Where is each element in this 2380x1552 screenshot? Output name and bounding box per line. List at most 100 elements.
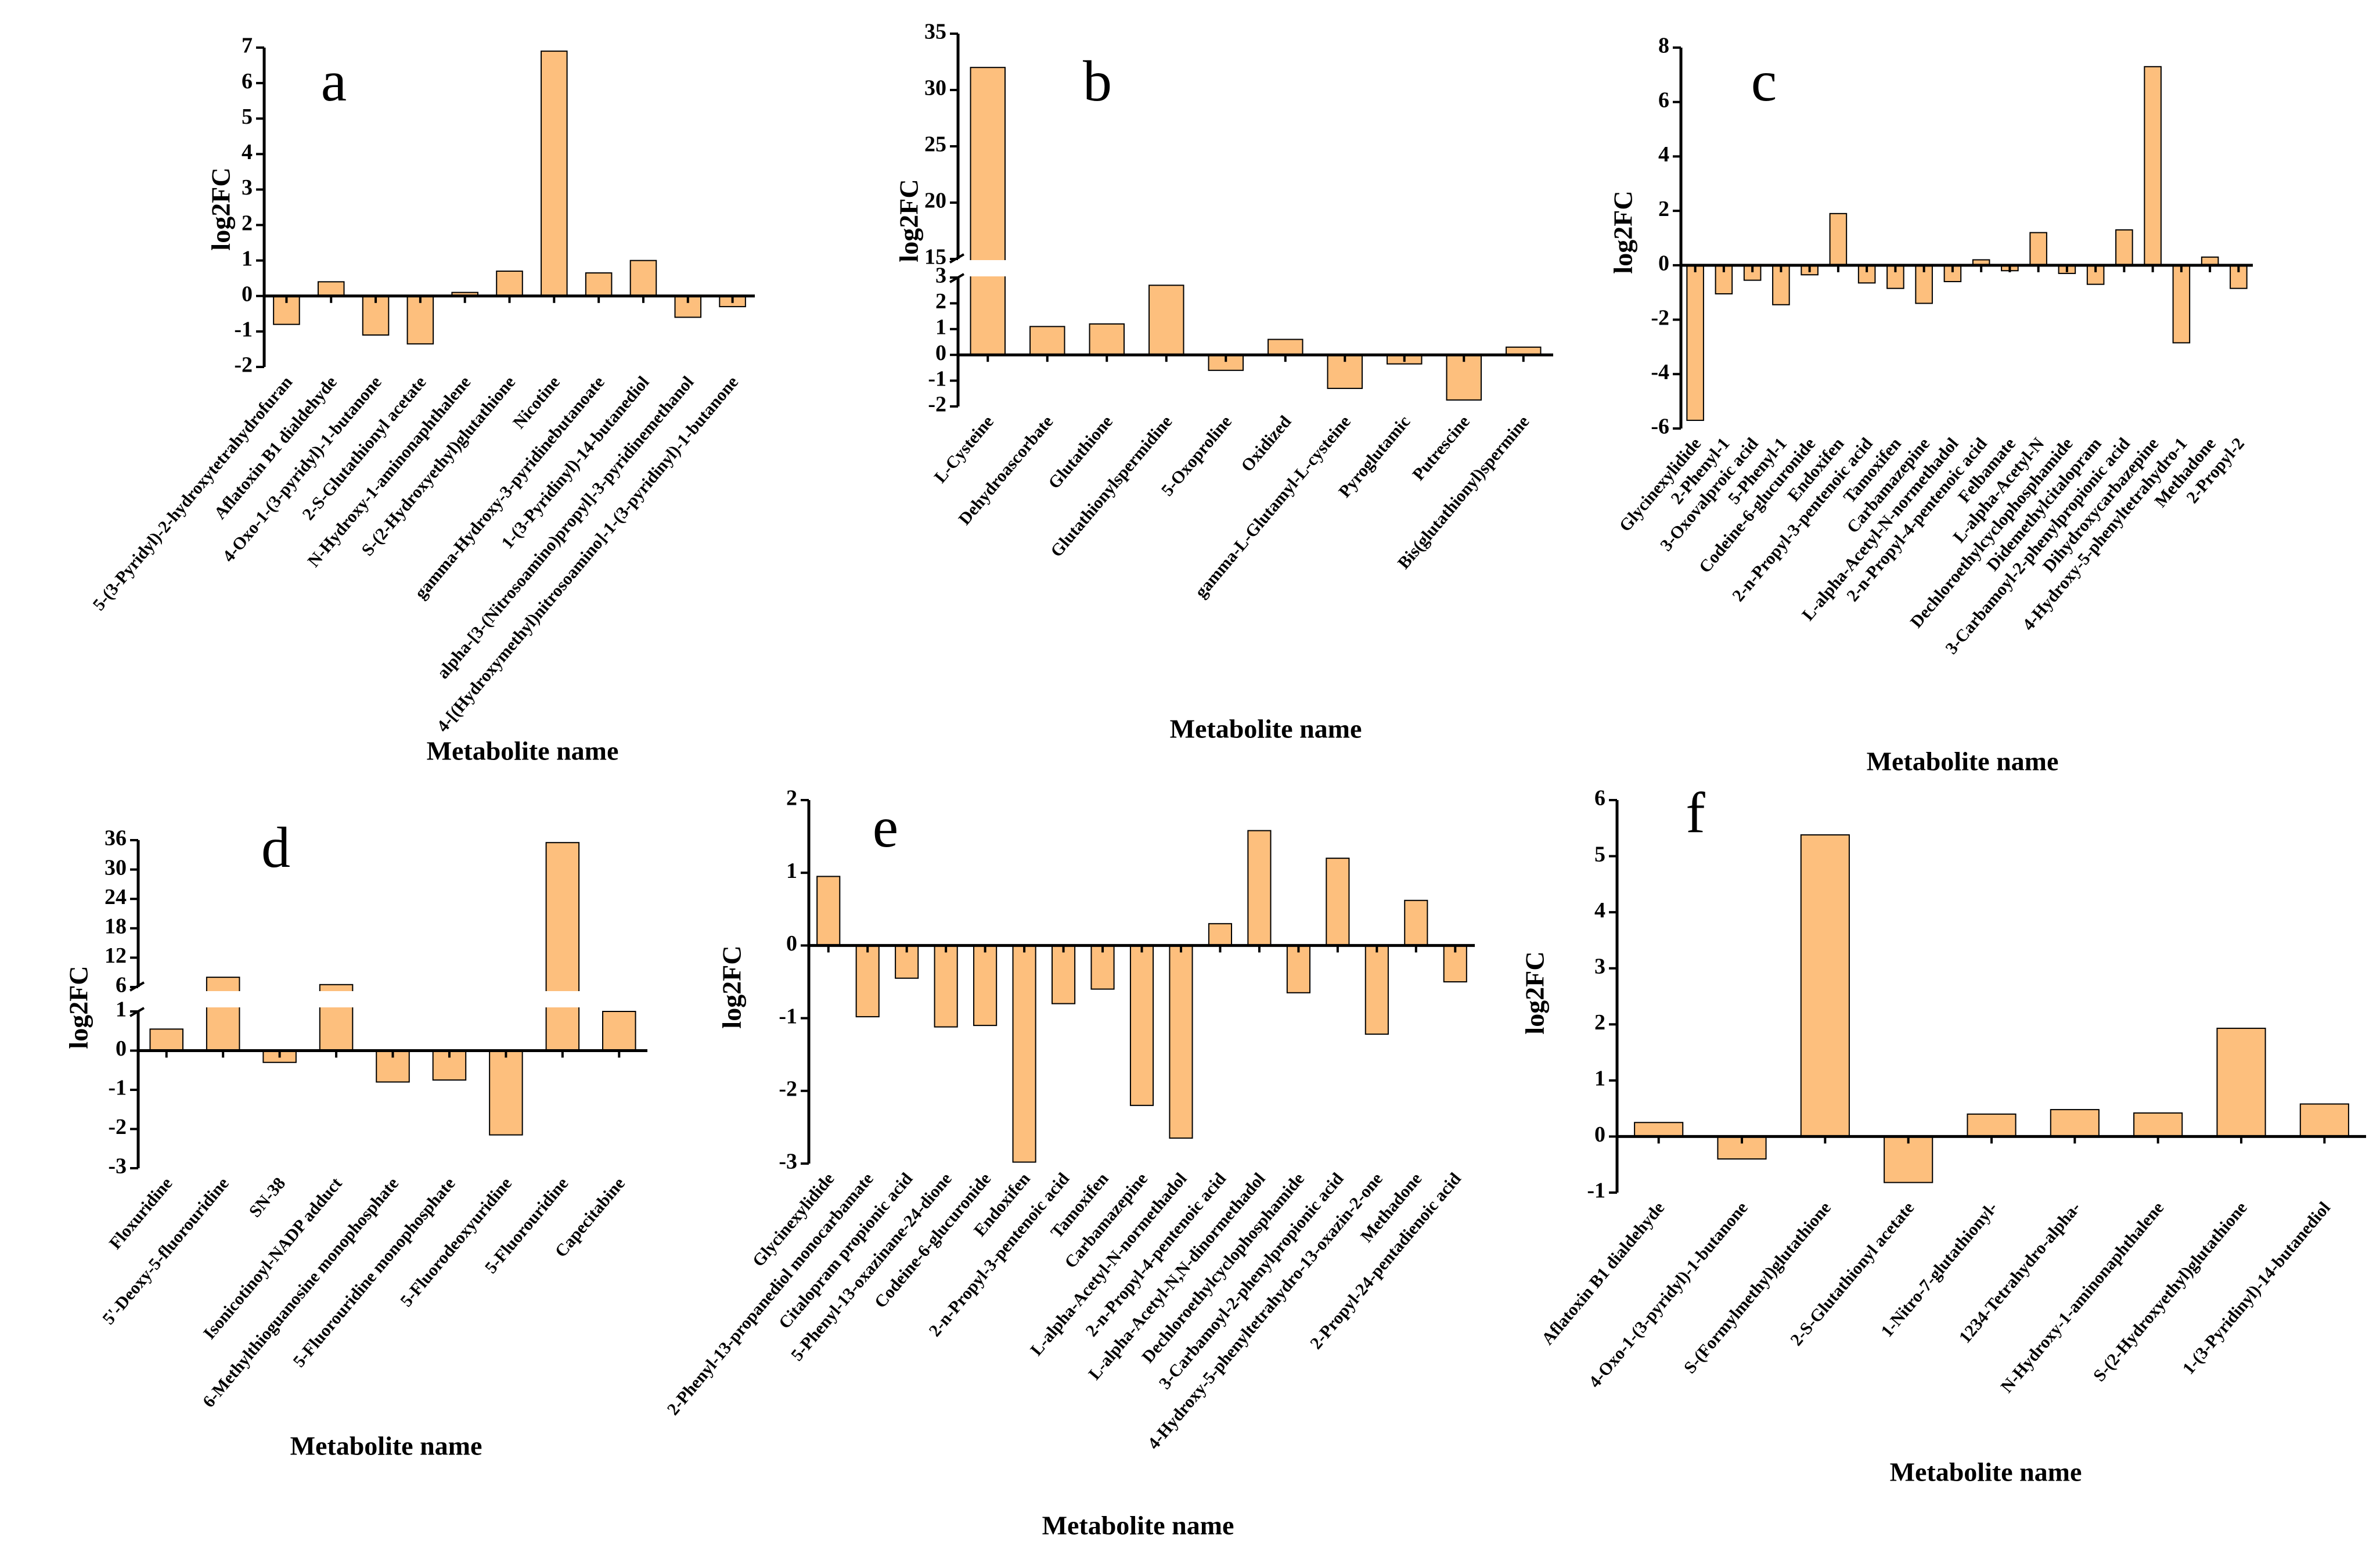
bar — [1129, 945, 1154, 1106]
x-category-label: 5-(3-Pyridyl)-2-hydroxytetrahydrofuran — [89, 372, 296, 614]
y-tick-label: 5 — [1594, 842, 1605, 866]
x-category-label: S-(2-Hydroxyethyl)glutathione — [2090, 1198, 2251, 1385]
y-tick-label: 4 — [1658, 142, 1669, 167]
y-tick-label: -6 — [1651, 415, 1669, 439]
y-tick-label: 1 — [935, 315, 946, 340]
y-tick-label: -4 — [1651, 360, 1669, 384]
bar — [1829, 213, 1848, 266]
y-axis-title: log2FC — [1608, 190, 1638, 273]
x-axis-title: Metabolite name — [1042, 1511, 1234, 1540]
panel-letter: a — [321, 49, 347, 113]
bar — [602, 1011, 636, 1052]
bar — [2216, 1028, 2266, 1137]
y-tick-label: 6 — [242, 69, 253, 93]
y-tick-label: 35 — [924, 20, 946, 44]
bar — [1686, 264, 1704, 421]
chart-panel-e: e-3-2-1012Glycinexylidide2-Phenyl-13-pro… — [664, 786, 1475, 1540]
axis-break-gap — [969, 260, 1006, 276]
y-tick-label: 6 — [116, 973, 127, 998]
bar — [2029, 232, 2047, 266]
x-axis-title: Metabolite name — [1867, 747, 2059, 776]
y-tick-label: -2 — [234, 353, 253, 377]
y-tick-label: -3 — [779, 1150, 797, 1174]
y-axis-title: log2FC — [206, 167, 236, 250]
y-tick-label: 2 — [1658, 197, 1669, 221]
y-tick-label: 4 — [1594, 898, 1605, 923]
y-tick-label: 0 — [935, 341, 946, 365]
bar — [1029, 326, 1065, 356]
y-tick-label: 2 — [786, 786, 797, 811]
bar — [629, 260, 657, 297]
axis-break-gap — [318, 991, 354, 1007]
y-axis-title: log2FC — [1520, 951, 1550, 1034]
y-tick-label: 25 — [924, 132, 946, 157]
bar — [2050, 1109, 2100, 1137]
panel-letter: e — [873, 795, 898, 859]
y-tick-label: -1 — [108, 1076, 127, 1100]
y-tick-label: 30 — [924, 76, 946, 100]
y-tick-label: -3 — [108, 1154, 127, 1179]
bar — [970, 67, 1006, 356]
bar — [541, 51, 568, 297]
bar — [1169, 945, 1193, 1139]
x-category-label: Oxidized — [1237, 412, 1295, 476]
y-axis-title: log2FC — [64, 966, 93, 1049]
x-axis-title: Metabolite name — [1890, 1457, 2082, 1487]
y-tick-label: -2 — [779, 1077, 797, 1101]
y-tick-label: 3 — [1594, 954, 1605, 978]
y-tick-label: 12 — [105, 944, 127, 968]
bar — [406, 295, 434, 345]
y-tick-label: -1 — [1587, 1179, 1605, 1203]
y-tick-label: 2 — [242, 211, 253, 235]
bar — [1012, 945, 1036, 1163]
bar — [585, 272, 613, 297]
y-tick-label: 5 — [242, 105, 253, 129]
x-category-label: L-Cysteine — [931, 412, 998, 487]
y-tick-label: 3 — [935, 264, 946, 288]
y-tick-label: 7 — [242, 34, 253, 58]
bar — [816, 876, 841, 946]
panel-letter: d — [261, 815, 290, 880]
bar — [2133, 1112, 2183, 1137]
panel-letter: f — [1686, 780, 1705, 845]
y-tick-label: 0 — [1594, 1122, 1605, 1147]
panel-letter: b — [1083, 49, 1112, 113]
y-tick-label: -1 — [234, 318, 253, 342]
y-tick-label: 4 — [242, 140, 253, 164]
y-axis-title: log2FC — [717, 945, 747, 1028]
bar — [1326, 858, 1350, 946]
x-category-label: Putrescine — [1409, 412, 1474, 484]
y-tick-label: 30 — [105, 855, 127, 880]
y-tick-label: 0 — [242, 282, 253, 306]
bar — [149, 1028, 183, 1052]
x-category-label: N-Hydroxy-1-aminonaphthalene — [1997, 1198, 2167, 1396]
bar — [1884, 1136, 1933, 1183]
chart-panel-b: b-2-101231520253035L-CysteineDehydroasco… — [894, 20, 1553, 744]
y-tick-label: 6 — [1658, 88, 1669, 112]
y-tick-label: 0 — [786, 931, 797, 956]
y-tick-label: 24 — [105, 885, 127, 909]
chart-panel-a: a -2 -1 0 1 2 3 4 5 6 7 5-(3-Pyridyl)-2-hydroxytetr… — [89, 34, 755, 766]
y-tick-label: 0 — [1658, 251, 1669, 276]
y-tick-label: 2 — [935, 289, 946, 314]
bar — [496, 271, 523, 297]
x-category-label: N-Hydroxy-1-aminonaphthalene — [304, 373, 474, 571]
bar — [206, 977, 240, 1052]
y-tick-label: -2 — [928, 392, 946, 417]
bar — [934, 945, 958, 1028]
x-category-label: 4-Oxo-1-(3-pyridyl)-1-butanone — [1585, 1198, 1752, 1392]
bar — [1286, 945, 1310, 993]
y-tick-label: -2 — [1651, 305, 1669, 330]
bar — [545, 842, 580, 1052]
bar — [2115, 229, 2133, 266]
x-axis-title: Metabolite name — [1170, 714, 1362, 744]
y-tick-label: 3 — [242, 175, 253, 200]
y-tick-label: 2 — [1594, 1010, 1605, 1035]
bar — [1364, 945, 1389, 1035]
y-tick-label: -1 — [928, 366, 946, 391]
bar — [317, 281, 345, 297]
bar — [1208, 923, 1233, 946]
x-category-label: Glutathionylspermidine — [1047, 412, 1176, 561]
